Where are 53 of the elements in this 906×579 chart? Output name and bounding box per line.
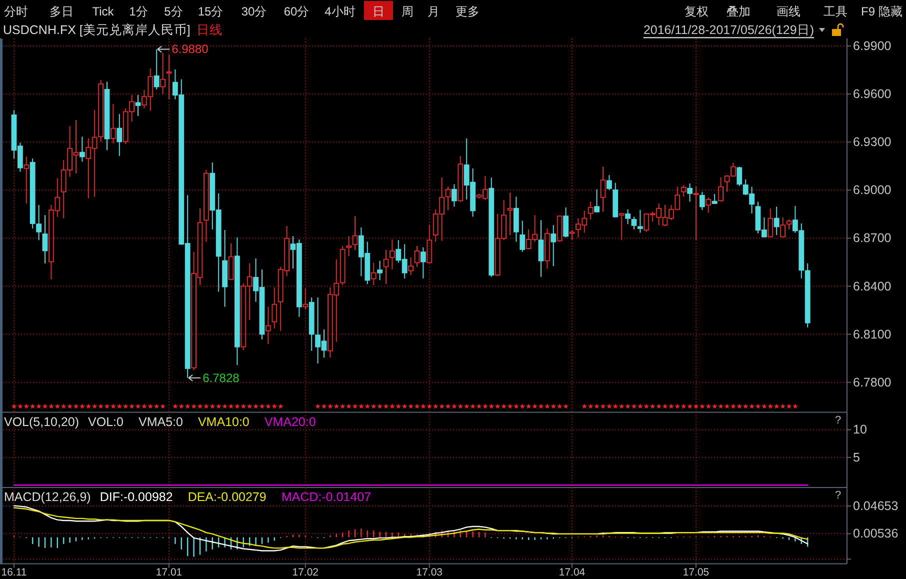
y-tick-label: 0.00536	[853, 526, 898, 541]
text: MACD:-0.01407	[281, 490, 372, 504]
chart-title: USDCNH.FX [美元兑离岸人民币]	[3, 22, 190, 37]
text: 月	[428, 4, 440, 18]
y-tick-label: 6.7800	[853, 375, 892, 390]
text: 30分	[241, 4, 267, 18]
x-tick-label: 16.11	[1, 566, 27, 578]
text: 分时	[4, 4, 28, 18]
text: VMA20:0	[264, 414, 316, 429]
text: 周	[402, 4, 414, 18]
legend-label: VMA10:0	[198, 414, 250, 429]
y-tick-label: 6.9600	[853, 87, 892, 102]
text: 60分	[284, 4, 310, 18]
text: 多日	[50, 4, 74, 18]
text: 15分	[198, 4, 224, 18]
x-tick-label: 17.03	[416, 566, 443, 578]
chart-subtitle: 日线	[196, 23, 222, 37]
text: 1分	[129, 4, 148, 18]
y-tick-label: 0.04653	[853, 498, 898, 513]
x-tick-label: 17.05	[682, 566, 710, 578]
chart-title: VOL(5,10,20)	[4, 414, 80, 429]
text: F9	[860, 4, 876, 18]
text: 复权	[684, 4, 708, 18]
text: 4小时	[324, 4, 356, 18]
text: Tick	[92, 4, 115, 18]
y-tick-label: 6.8400	[853, 279, 892, 294]
y-tick-label: 6.8700	[853, 231, 892, 246]
text: 5分	[164, 4, 183, 18]
text: 隐藏	[878, 4, 902, 18]
x-tick-label: 17.02	[292, 566, 319, 578]
y-tick-label: 6.9900	[853, 39, 892, 54]
legend-label: VMA5:0	[138, 414, 183, 429]
y-tick-label: 6.9000	[853, 183, 892, 198]
y-tick-label: 6.8100	[853, 327, 892, 342]
y-tick-label: 10	[853, 422, 867, 437]
chart-title: MACD(12,26,9)	[4, 490, 91, 504]
legend-label: VOL:0	[88, 414, 124, 429]
text: ?	[834, 414, 842, 426]
series-label: DEA:-0.00279	[188, 490, 266, 504]
text: 叠加	[726, 4, 750, 18]
text: 日	[372, 4, 384, 18]
text: 画线	[776, 4, 800, 18]
text: 2016/11/28-2017/05/26(129日)	[643, 23, 814, 37]
annotation: 6.9880	[172, 42, 209, 56]
y-tick-label: 5	[853, 450, 860, 464]
annotation: 6.7828	[202, 370, 240, 385]
text: ?	[834, 490, 842, 502]
y-tick-label: 6.9300	[853, 135, 892, 150]
text: 更多	[456, 4, 480, 18]
x-tick-label: 17.01	[156, 566, 182, 578]
series-label: DIF:-0.00982	[100, 490, 173, 504]
x-tick-label: 17.04	[558, 566, 586, 578]
text: 工具	[824, 4, 848, 18]
